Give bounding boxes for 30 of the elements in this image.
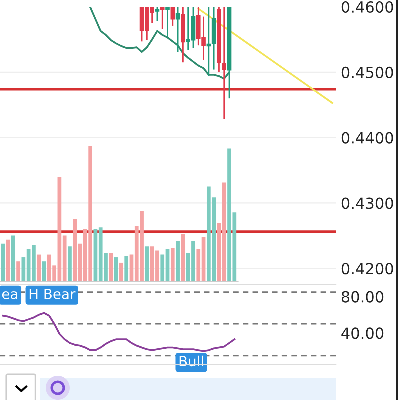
candlestick: [176, 7, 180, 53]
bar: [124, 256, 129, 282]
annotation: H Bear: [30, 289, 76, 300]
y-tick-label: 80.00: [342, 291, 384, 303]
candlestick: [166, 7, 170, 38]
candlestick: [170, 7, 176, 27]
line-series: [90, 7, 230, 80]
bar: [68, 246, 72, 282]
y-tick-label: 0.4500: [342, 66, 394, 78]
bar: [176, 241, 180, 282]
bar: [16, 262, 20, 282]
candlestick: [160, 7, 165, 30]
bar: [109, 253, 114, 282]
line-series: [2, 312, 236, 352]
y-tick-label: 0.4600: [342, 1, 394, 14]
bar: [120, 262, 124, 282]
candlestick: [155, 7, 160, 22]
candlestick: [222, 7, 227, 120]
bar: [1, 244, 6, 282]
bar: [37, 254, 42, 282]
y-tick-label: 0.4300: [342, 198, 394, 210]
bar: [181, 234, 186, 282]
y-tick-label: 0.4200: [342, 263, 394, 275]
bar: [145, 246, 150, 282]
annotation: ea: [2, 291, 18, 300]
bar: [11, 236, 16, 282]
bar: [170, 248, 175, 282]
y-tick-label: 40.00: [342, 328, 384, 340]
candlestick: [206, 7, 212, 78]
y-tick-label: 0.4400: [342, 132, 394, 144]
